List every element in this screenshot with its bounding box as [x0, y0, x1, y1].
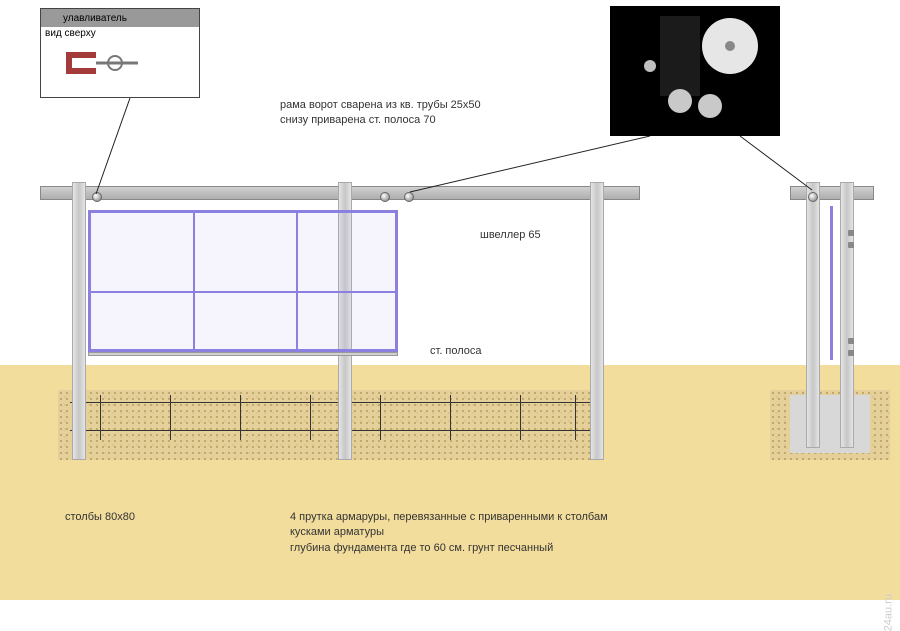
caption-frame-line2: снизу приварена ст. полоса 70: [280, 113, 481, 128]
rebar-h-1: [70, 430, 590, 431]
detail-title: улавливатель: [63, 13, 127, 24]
detail-topview-box: улавливатель вид сверху: [40, 8, 200, 98]
rebar-v-3: [310, 395, 311, 440]
caption-foundation-line1: 4 прутка армаруры, перевязанные с привар…: [290, 510, 608, 525]
post-side-b: [840, 182, 854, 448]
post-main-0: [72, 182, 86, 460]
catcher-topview-drawing: [45, 44, 195, 94]
roller-side: [808, 192, 818, 202]
roller-photo-inset: [610, 6, 780, 136]
rebar-v-7: [575, 395, 576, 440]
nut-1: [848, 338, 854, 344]
rebar-h-0: [70, 402, 590, 403]
rebar-v-4: [380, 395, 381, 440]
roller-2: [404, 192, 414, 202]
footing-side: [790, 395, 870, 453]
nut-0: [848, 350, 854, 356]
channel-beam-side: [790, 186, 874, 200]
rebar-v-6: [520, 395, 521, 440]
nut-2: [848, 242, 854, 248]
nut-3: [848, 230, 854, 236]
gate-midrail: [91, 291, 395, 293]
rebar-v-2: [240, 395, 241, 440]
steel-strip: [88, 352, 398, 356]
detail-subtitle: вид сверху: [41, 27, 199, 40]
roller-1: [380, 192, 390, 202]
caption-foundation: 4 прутка армаруры, перевязанные с привар…: [290, 510, 608, 556]
post-main-2: [590, 182, 604, 460]
label-posts: столбы 80x80: [65, 510, 135, 525]
label-strip: ст. полоса: [430, 344, 482, 359]
caption-frame: рама ворот сварена из кв. трубы 25x50 сн…: [280, 98, 481, 129]
rebar-v-1: [170, 395, 171, 440]
foundation-gravel-main: [58, 390, 598, 460]
caption-foundation-line3: глубина фундамента где то 60 см. грунт п…: [290, 541, 608, 556]
post-side-a: [806, 182, 820, 448]
rebar-v-0: [100, 395, 101, 440]
label-channel: швеллер 65: [480, 228, 541, 243]
roller-0: [92, 192, 102, 202]
rebar-v-5: [450, 395, 451, 440]
caption-frame-line1: рама ворот сварена из кв. трубы 25x50: [280, 98, 481, 113]
gate-stile-2: [296, 213, 298, 349]
catcher-topview-square-icon: [45, 11, 59, 25]
caption-foundation-line2: кусками арматуры: [290, 525, 608, 540]
gate-side-profile: [830, 206, 833, 360]
gate-stile-1: [193, 213, 195, 349]
gate-frame: [88, 210, 398, 352]
